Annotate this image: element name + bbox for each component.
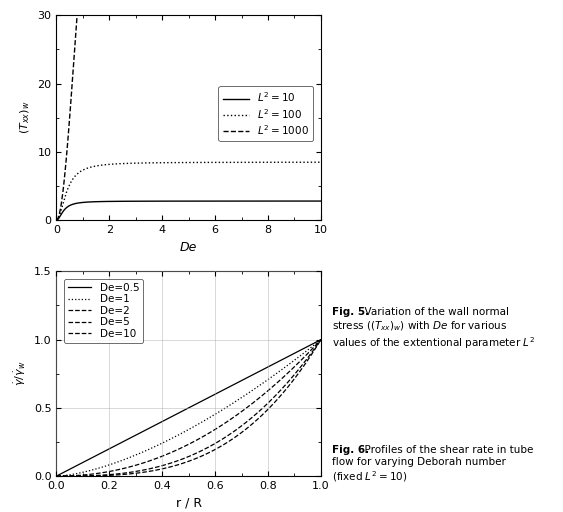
De=10 <box>85 473 92 479</box>
Text: Profiles of the shear rate in tube
flow for varying Deborah number
(fixed $L^2 =: Profiles of the shear rate in tube flow … <box>332 445 534 484</box>
De=10 <box>318 336 324 343</box>
Line: $L^2=100$: $L^2=100$ <box>56 162 321 220</box>
De=0.5 <box>85 457 92 463</box>
De=10 <box>220 442 226 448</box>
De=0.5 <box>53 473 60 479</box>
$L^2=10$ <box>252 198 259 204</box>
$L^2=10$ <box>230 198 236 204</box>
De=1 <box>318 336 324 343</box>
De=1 <box>220 407 226 413</box>
Legend: De=0.5, De=1, De=2, De=5, De=10: De=0.5, De=1, De=2, De=5, De=10 <box>64 279 144 343</box>
Text: Variation of the wall normal
stress $((T_{xx})_w)$ with $De$ for various
values : Variation of the wall normal stress $((T… <box>332 307 535 351</box>
De=5 <box>244 418 251 424</box>
De=0.5 <box>318 336 324 343</box>
De=2 <box>53 473 60 479</box>
De=1 <box>139 449 146 455</box>
$L^2=10$ <box>53 217 60 223</box>
De=10 <box>244 425 251 431</box>
De=0.5 <box>245 374 252 380</box>
De=1 <box>158 441 164 447</box>
De=5 <box>158 463 164 469</box>
De=0.5 <box>220 387 226 393</box>
$L^2=100$ <box>252 159 259 165</box>
$L^2=10$ <box>318 198 324 204</box>
$L^2=100$ <box>121 160 128 166</box>
$L^2=10$ <box>173 198 180 204</box>
$L^2=100$ <box>318 159 324 165</box>
De=2 <box>318 336 324 343</box>
De=10 <box>158 466 164 472</box>
$L^2=10$ <box>121 198 128 204</box>
$L^2=100$ <box>173 160 180 166</box>
De=10 <box>139 470 146 476</box>
Line: De=0.5: De=0.5 <box>56 339 321 476</box>
Line: De=2: De=2 <box>56 339 321 476</box>
Text: Fig. 5.: Fig. 5. <box>332 307 369 317</box>
De=1 <box>245 390 252 396</box>
De=2 <box>158 454 164 460</box>
$L^2=100$ <box>100 162 106 168</box>
Legend: $L^2=10$, $L^2=100$, $L^2=1000$: $L^2=10$, $L^2=100$, $L^2=1000$ <box>218 86 313 141</box>
Line: De=5: De=5 <box>56 339 321 476</box>
De=10 <box>245 424 252 430</box>
De=1 <box>85 468 92 474</box>
Y-axis label: $\dot{\gamma} / \dot{\gamma}_w$: $\dot{\gamma} / \dot{\gamma}_w$ <box>13 361 28 387</box>
De=2 <box>220 421 226 428</box>
De=2 <box>139 460 146 466</box>
Line: $L^2=1000$: $L^2=1000$ <box>56 0 321 220</box>
De=5 <box>53 473 60 479</box>
X-axis label: r / R: r / R <box>176 497 202 509</box>
Line: De=10: De=10 <box>56 339 321 476</box>
Line: $L^2=10$: $L^2=10$ <box>56 201 321 220</box>
$L^2=100$ <box>230 159 236 165</box>
$L^2=100$ <box>53 217 60 223</box>
De=2 <box>244 404 251 411</box>
X-axis label: De: De <box>180 241 197 253</box>
$L^2=1000$ <box>53 217 60 223</box>
De=0.5 <box>244 375 251 381</box>
De=2 <box>245 403 252 410</box>
De=0.5 <box>139 429 146 435</box>
De=10 <box>53 473 60 479</box>
$L^2=10$ <box>209 198 216 204</box>
De=5 <box>220 436 226 442</box>
$L^2=100$ <box>209 159 216 165</box>
$L^2=10$ <box>100 199 106 205</box>
De=5 <box>139 467 146 473</box>
De=1 <box>53 473 60 479</box>
De=2 <box>85 472 92 478</box>
De=5 <box>318 336 324 343</box>
De=5 <box>85 473 92 479</box>
Y-axis label: $(T_{xx})_w$: $(T_{xx})_w$ <box>18 101 32 135</box>
De=1 <box>244 391 251 397</box>
De=0.5 <box>158 419 164 425</box>
Line: De=1: De=1 <box>56 339 321 476</box>
De=5 <box>245 417 252 423</box>
Text: Fig. 6.: Fig. 6. <box>332 445 369 456</box>
